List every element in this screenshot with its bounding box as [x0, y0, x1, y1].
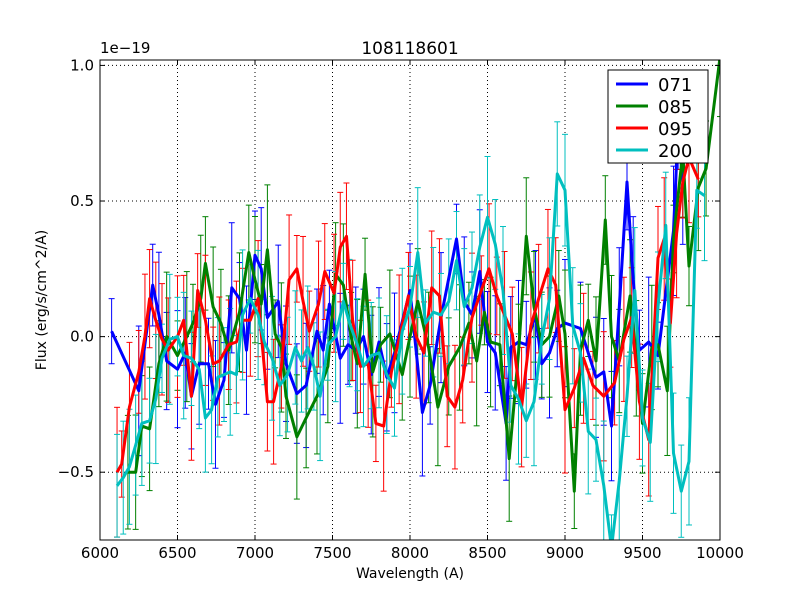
y-tick-label: 0.5: [70, 192, 94, 210]
errorbar-200: [608, 514, 615, 540]
errorbar-071: [108, 298, 115, 365]
x-tick-label: 9000: [546, 544, 584, 562]
x-tick-label: 8500: [468, 544, 506, 562]
x-tick-label: 6500: [158, 544, 196, 562]
y-offset-label: 1e−19: [100, 39, 150, 57]
x-tick-label: 7000: [236, 544, 274, 562]
x-tick-label: 6000: [81, 544, 119, 562]
series-line-095: [115, 156, 700, 473]
x-tick-label: 9500: [623, 544, 661, 562]
series-line-200: [115, 172, 706, 540]
y-tick-label: 0.0: [70, 328, 94, 346]
errorbar-085: [717, 60, 720, 118]
legend-label-200: 200: [658, 141, 692, 162]
x-tick-label: 8000: [391, 544, 429, 562]
legend-label-095: 095: [658, 119, 692, 140]
y-tick-label: −0.5: [58, 463, 94, 481]
chart-title: 108118601: [361, 39, 458, 59]
legend-label-085: 085: [658, 97, 692, 118]
y-tick-label: 1.0: [70, 56, 94, 74]
y-axis-label: Flux (erg/s/cm^2/A): [34, 230, 50, 370]
x-axis-label: Wavelength (A): [356, 566, 464, 582]
x-tick-label: 7500: [313, 544, 351, 562]
x-tick-label: 10000: [696, 544, 744, 562]
legend-label-071: 071: [658, 75, 692, 96]
